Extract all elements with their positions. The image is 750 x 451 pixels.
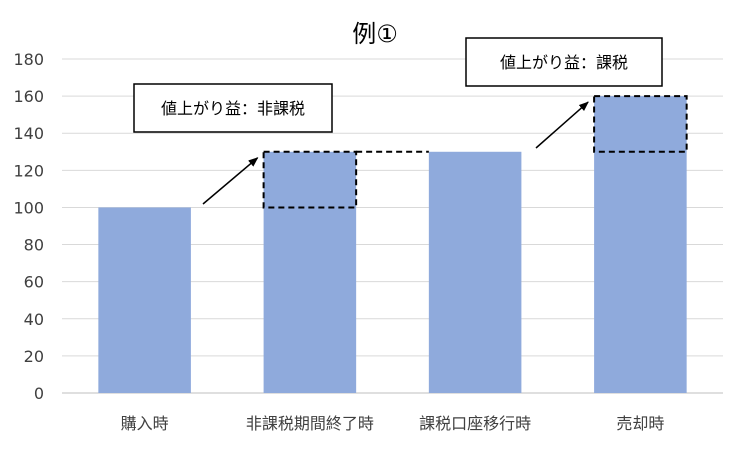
annotation-label: 値上がり益：非課税 [161, 99, 305, 118]
x-axis-labels: 購入時 非課税期間終了時 課税口座移行時 売却時 [121, 414, 665, 433]
chart-title: 例① [352, 20, 398, 48]
bar [98, 207, 191, 393]
y-tick-label: 180 [13, 50, 44, 69]
bar [263, 151, 357, 393]
y-tick-label: 60 [24, 273, 44, 292]
highlight-boxes [262, 95, 688, 209]
y-tick-label: 160 [13, 87, 44, 106]
annotation-label: 値上がり益：課税 [500, 53, 628, 72]
annotation-arrow [202, 157, 259, 205]
x-tick-label: 購入時 [121, 414, 169, 433]
highlight-box [262, 150, 358, 209]
x-tick-label: 課税口座移行時 [419, 414, 531, 433]
y-tick-label: 140 [13, 124, 44, 143]
x-tick-label: 売却時 [616, 414, 664, 433]
y-tick-label: 120 [13, 161, 44, 180]
annotation-box [465, 37, 663, 87]
y-tick-label: 100 [13, 198, 44, 217]
y-axis-ticks: 0 20 40 60 80 100 120 140 160 180 [13, 50, 44, 403]
annotations: 値上がり益：非課税 値上がり益：課税 [133, 37, 663, 205]
bars [98, 96, 687, 393]
annotation-arrow [535, 101, 589, 149]
y-tick-label: 20 [24, 347, 44, 366]
bar [428, 151, 522, 393]
y-tick-label: 0 [34, 384, 44, 403]
highlight-box [593, 95, 688, 153]
bar [594, 96, 687, 393]
y-tick-label: 40 [24, 310, 44, 329]
annotation-box [133, 83, 333, 133]
x-tick-label: 非課税期間終了時 [246, 414, 374, 433]
y-tick-label: 80 [24, 236, 44, 255]
